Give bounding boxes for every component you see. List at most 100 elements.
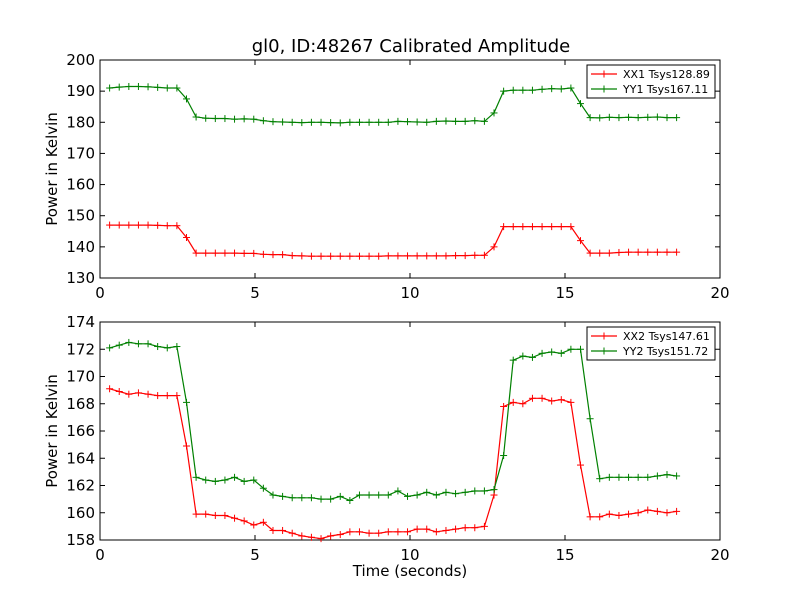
data-point <box>115 221 123 229</box>
data-point <box>144 221 152 229</box>
data-point <box>605 510 613 518</box>
data-point <box>250 476 258 484</box>
data-point <box>596 513 604 521</box>
data-point <box>375 491 383 499</box>
data-point <box>317 535 325 543</box>
data-point <box>202 510 210 518</box>
data-point <box>221 115 229 123</box>
data-point <box>154 83 162 91</box>
data-point <box>182 234 190 242</box>
data-point <box>653 113 661 121</box>
data-point <box>240 477 248 485</box>
data-point <box>442 117 450 125</box>
data-point <box>192 113 200 121</box>
data-point <box>596 475 604 483</box>
data-point <box>134 82 142 90</box>
x-tick-label: 20 <box>710 284 729 302</box>
data-point <box>384 118 392 126</box>
data-point <box>644 473 652 481</box>
data-point <box>327 252 335 260</box>
data-point <box>605 113 613 121</box>
data-point <box>471 251 479 259</box>
data-point <box>106 385 114 393</box>
data-point <box>192 510 200 518</box>
data-point <box>163 344 171 352</box>
y-tick-label: 130 <box>66 269 95 287</box>
data-point <box>557 396 565 404</box>
data-point <box>528 353 536 361</box>
data-point <box>519 400 527 408</box>
x-tick-label: 5 <box>250 546 260 564</box>
data-point <box>471 117 479 125</box>
data-point <box>663 509 671 517</box>
data-point <box>298 532 306 540</box>
data-point <box>557 349 565 357</box>
data-point <box>509 356 517 364</box>
x-tick-label: 5 <box>250 284 260 302</box>
y-tick-label: 160 <box>66 176 95 194</box>
data-point <box>634 509 642 517</box>
data-point <box>461 488 469 496</box>
data-point <box>577 345 584 353</box>
data-point <box>202 114 210 122</box>
data-point <box>211 511 219 519</box>
data-point <box>673 248 681 256</box>
bottom-panel: 0 5 10 15 20 158 160 162 164 166 168 170 172 174 Power… <box>43 313 730 580</box>
data-point <box>519 223 527 231</box>
data-point <box>519 86 527 94</box>
data-point <box>211 249 219 257</box>
legend-entry: YY1 Tsys167.11 <box>591 83 708 96</box>
data-point <box>211 477 219 485</box>
data-point <box>365 252 373 260</box>
data-point <box>173 84 181 92</box>
data-point <box>480 522 488 530</box>
data-point <box>375 529 383 537</box>
data-point <box>182 398 190 406</box>
data-point <box>519 352 527 360</box>
data-point <box>125 221 133 229</box>
data-point <box>461 117 469 125</box>
data-point <box>538 223 546 231</box>
data-point <box>423 525 431 533</box>
data-point <box>644 248 652 256</box>
data-point <box>548 223 556 231</box>
data-point <box>384 252 392 260</box>
data-point <box>240 517 248 525</box>
data-point <box>317 252 325 260</box>
y-tick-label: 174 <box>66 313 95 331</box>
legend-entry: YY2 Tsys151.72 <box>591 345 708 358</box>
data-point <box>173 343 181 351</box>
data-point <box>115 83 123 91</box>
legend-label: YY1 Tsys167.11 <box>622 83 708 96</box>
data-point <box>269 251 277 259</box>
data-point <box>355 491 363 499</box>
data-point <box>279 526 287 534</box>
data-point <box>471 524 479 532</box>
data-point <box>231 249 239 257</box>
y-tick-label: 180 <box>66 113 95 131</box>
data-point <box>653 248 661 256</box>
y-tick-label: 162 <box>66 477 95 495</box>
y-tick-label: 158 <box>66 531 95 549</box>
data-point <box>125 82 133 90</box>
data-point <box>288 252 296 260</box>
data-point <box>327 532 335 540</box>
data-point <box>394 487 402 495</box>
data-point <box>355 252 363 260</box>
y-tick-label: 160 <box>66 504 95 522</box>
data-point <box>509 223 517 231</box>
data-point <box>211 115 219 123</box>
data-point <box>375 118 383 126</box>
legend-box <box>586 64 716 99</box>
data-point <box>154 392 162 400</box>
data-point <box>240 115 248 123</box>
data-point <box>125 338 133 346</box>
data-point <box>452 525 460 533</box>
data-point <box>461 524 469 532</box>
data-point <box>413 118 421 126</box>
data-point <box>404 252 412 260</box>
data-point <box>500 402 508 410</box>
data-point <box>346 252 354 260</box>
data-point <box>106 344 114 352</box>
